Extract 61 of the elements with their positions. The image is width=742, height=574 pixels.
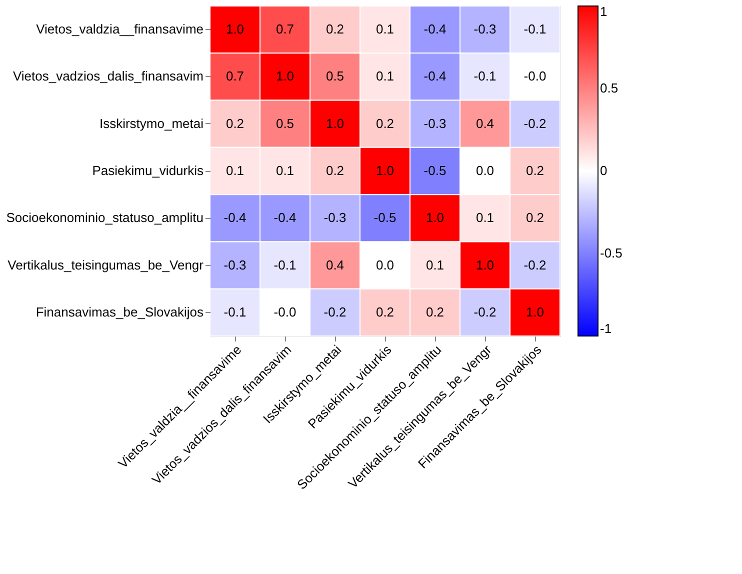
- data-label: -0.4: [224, 210, 246, 226]
- data-label: 1.0: [276, 68, 294, 84]
- data-label: -0.0: [524, 68, 546, 84]
- data-label: 0.2: [426, 304, 444, 320]
- data-label: -0.2: [474, 304, 496, 320]
- data-label: -0.2: [524, 116, 546, 131]
- data-label: 0.7: [276, 22, 294, 37]
- data-label: 1.0: [226, 22, 244, 37]
- color-bar-label: -1: [600, 321, 612, 336]
- y-tick-label: Vietos_vadzios_dalis_finansavim: [12, 68, 204, 84]
- data-label: 0.2: [526, 163, 544, 178]
- y-tick-label: Socioekonominio_statuso_amplitu: [6, 210, 204, 226]
- data-label: -0.2: [524, 257, 546, 272]
- data-label: 0.4: [476, 116, 494, 131]
- data-label: 0.1: [276, 163, 294, 178]
- data-label: 0.0: [476, 163, 494, 178]
- data-label: -0.3: [224, 257, 246, 272]
- data-label: -0.2: [324, 304, 346, 320]
- data-label: 0.2: [526, 210, 544, 226]
- data-label: -0.1: [474, 68, 496, 84]
- data-label: -0.1: [524, 22, 546, 37]
- data-label: 0.2: [376, 116, 394, 131]
- color-bar-label: 0: [600, 163, 608, 178]
- data-label: 1.0: [376, 163, 394, 178]
- data-label: 0.7: [226, 68, 244, 84]
- y-tick-label: Vietos_valdzia__finansavime: [36, 22, 204, 37]
- color-bar-label: 1: [600, 4, 608, 19]
- data-label: 1.0: [326, 116, 344, 131]
- data-label: 0.2: [326, 163, 344, 178]
- data-label: 1.0: [426, 210, 444, 226]
- data-label: -0.3: [324, 210, 346, 226]
- data-label: -0.3: [474, 22, 496, 37]
- data-label: -0.4: [424, 68, 446, 84]
- y-tick-label: Pasiekimu_vidurkis: [92, 163, 204, 178]
- data-label: 0.4: [326, 257, 344, 272]
- data-label: 0.1: [476, 210, 494, 226]
- data-label: 0.2: [226, 116, 244, 131]
- data-label: 1.0: [526, 304, 544, 320]
- data-label: 0.1: [426, 257, 444, 272]
- data-label: 0.2: [376, 304, 394, 320]
- data-label: -0.4: [424, 22, 446, 37]
- color-bar-label: -0.5: [600, 246, 622, 260]
- data-label: -0.1: [224, 304, 246, 320]
- color-bar-label: 0.5: [600, 80, 618, 96]
- data-label: 0.5: [276, 116, 294, 131]
- data-label: 0.0: [376, 257, 394, 272]
- data-label: -0.1: [274, 257, 296, 272]
- data-label: -0.4: [274, 210, 296, 226]
- data-label: 0.1: [376, 22, 394, 37]
- y-tick-label: Finansavimas_be_Slovakijos: [36, 304, 204, 320]
- y-tick-label: Isskirstymo_metai: [99, 116, 204, 131]
- data-label: -0.5: [374, 210, 396, 226]
- y-tick-label: Vertikalus_teisingumas_be_Vengr: [8, 257, 204, 272]
- data-label: 0.1: [226, 163, 244, 178]
- data-label: 0.5: [326, 68, 344, 84]
- data-label: 0.1: [376, 68, 394, 84]
- data-label: -0.0: [274, 304, 296, 320]
- data-label: -0.5: [424, 163, 446, 178]
- data-label: -0.3: [424, 116, 446, 131]
- data-label: 0.2: [326, 22, 344, 37]
- data-label: 1.0: [476, 257, 494, 272]
